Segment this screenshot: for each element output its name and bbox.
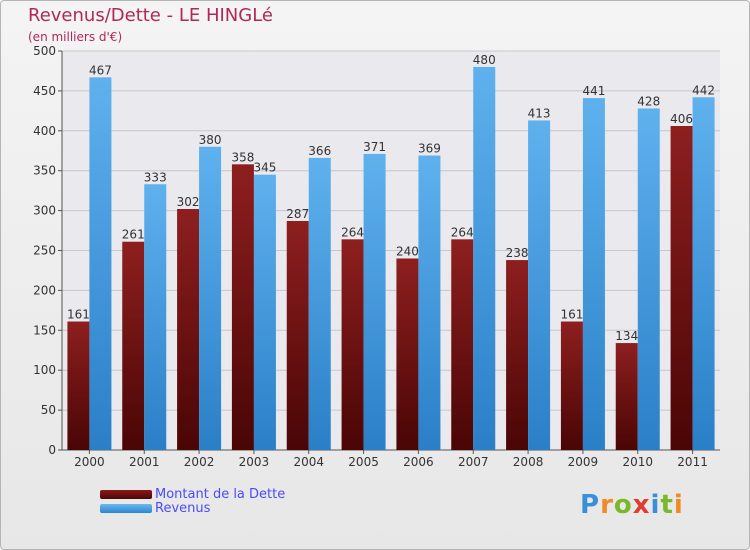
y-tick-label: 250 [33,244,56,258]
bar-revenus [89,77,112,451]
bar-dette [670,126,693,451]
bar-dette [122,241,145,450]
legend-label-revenus: Revenus [155,501,211,516]
y-tick-label: 500 [33,44,56,58]
bar-revenus [692,97,715,450]
bar-revenus [528,120,551,451]
logo-letter: x [632,490,651,520]
bar-dette [341,239,364,450]
x-tick-label: 2000 [74,455,105,469]
bar-dette [177,209,200,450]
x-tick-label: 2001 [129,455,160,469]
x-tick-label: 2009 [568,455,599,469]
bar-dette [286,220,309,450]
logo-letter: r [600,490,614,520]
bar-dette [560,321,583,450]
x-tick-label: 2002 [184,455,215,469]
y-tick-label: 350 [33,164,56,178]
data-label-revenus: 442 [692,83,715,97]
data-label-revenus: 480 [473,53,496,67]
data-label-revenus: 333 [144,170,167,184]
logo-letter: i [673,490,684,520]
bar-revenus [144,184,167,451]
bar-revenus [473,66,496,451]
x-tick-label: 2004 [293,455,324,469]
x-tick-label: 2006 [403,455,434,469]
x-tick-label: 2005 [348,455,379,469]
chart-title: Revenus/Dette - LE HINGLé [28,5,273,26]
bar-revenus [637,108,660,451]
data-label-dette: 238 [506,246,529,260]
data-label-revenus: 371 [363,140,386,154]
chart-subtitle: (en milliers d'€) [28,30,123,44]
logo-letter: t [660,490,674,520]
x-tick-label: 2003 [239,455,270,469]
bar-dette [231,164,254,451]
data-label-dette: 287 [286,207,309,221]
logo-letter: o [613,490,633,520]
bar-dette [506,260,529,450]
data-label-dette: 134 [615,329,638,343]
data-label-dette: 302 [177,195,200,209]
data-label-dette: 161 [560,308,583,322]
x-tick-label: 2011 [677,455,708,469]
legend-swatch-dette [100,490,152,499]
logo-letter: P [580,490,601,520]
bar-revenus [418,155,441,450]
bar-dette [451,239,474,450]
legend-label-dette: Montant de la Dette [155,487,286,502]
data-label-dette: 264 [341,225,364,239]
bar-revenus [582,98,605,450]
data-label-revenus: 366 [308,144,331,158]
legend-swatch-revenus [100,504,152,513]
x-tick-label: 2007 [458,455,489,469]
bar-revenus [199,146,222,450]
legend-item-dette: Montant de la Dette [100,487,285,502]
bar-dette [615,343,638,450]
y-tick-label: 150 [33,323,56,337]
bar-revenus [253,174,276,450]
data-label-revenus: 345 [253,161,276,175]
data-label-revenus: 413 [528,106,551,120]
x-tick-label: 2010 [622,455,653,469]
data-label-dette: 264 [451,225,474,239]
bar-dette [67,321,90,450]
data-label-dette: 240 [396,244,419,258]
logo-letter: i [650,490,661,520]
data-label-revenus: 380 [199,133,222,147]
y-tick-label: 450 [33,84,56,98]
y-tick-label: 100 [33,363,56,377]
y-tick-label: 50 [41,403,56,417]
data-label-dette: 406 [670,112,693,126]
bar-revenus [308,157,331,450]
legend-item-revenus: Revenus [100,501,210,516]
x-tick-label: 2008 [513,455,544,469]
y-tick-label: 200 [33,283,56,297]
bar-revenus [363,153,386,450]
data-label-dette: 161 [67,308,90,322]
data-label-revenus: 428 [637,94,660,108]
y-tick-label: 0 [48,443,56,457]
y-tick-label: 300 [33,204,56,218]
data-label-revenus: 441 [582,84,605,98]
data-label-dette: 358 [231,150,254,164]
y-tick-label: 400 [33,124,56,138]
data-label-revenus: 467 [89,63,112,77]
data-label-dette: 261 [122,228,145,242]
bar-dette [396,258,419,450]
data-label-revenus: 369 [418,142,441,156]
